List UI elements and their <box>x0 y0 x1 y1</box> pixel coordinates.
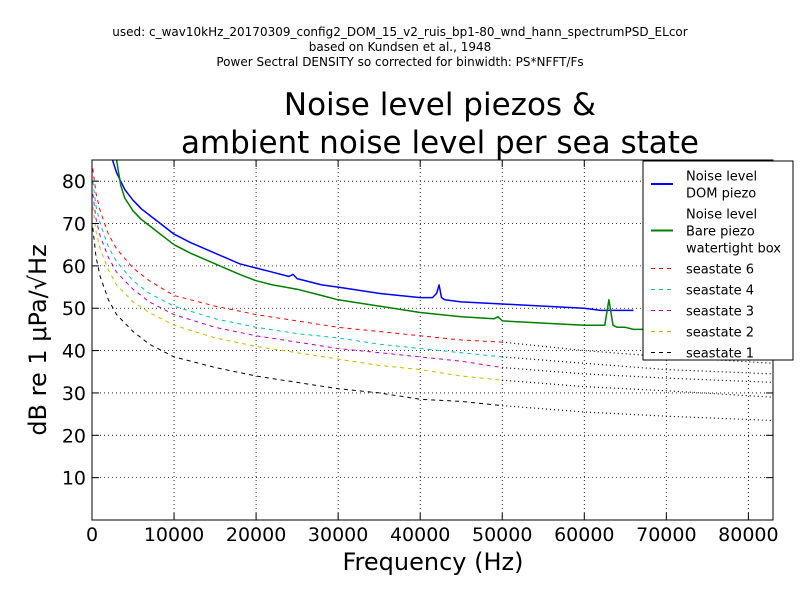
y-axis-label: dB re 1 μPa/√Hz <box>24 244 52 435</box>
y-tick-label: 60 <box>62 256 86 278</box>
legend-label-3: seastate 6 <box>686 263 754 278</box>
y-tick-label: 10 <box>62 468 86 490</box>
legend-label-2: watertight box <box>686 242 781 257</box>
series-line-4 <box>92 181 503 358</box>
header-line-1: used: c_wav10kHz_20170309_config2_DOM_15… <box>112 25 688 39</box>
x-tick-label: 50000 <box>472 524 532 546</box>
x-tick-label: 60000 <box>554 524 614 546</box>
x-tick-label: 0 <box>86 524 98 546</box>
x-tick-label: 70000 <box>636 524 696 546</box>
tick-layer: 0 10000 20000 30000 40000 50000 60000 70000 8000… <box>62 160 779 546</box>
x-axis-label: Frequency (Hz) <box>343 548 524 576</box>
y-tick-label: 70 <box>62 214 86 236</box>
x-tick-label: 20000 <box>226 524 286 546</box>
y-tick-label: 30 <box>62 383 86 405</box>
legend-label-4: seastate 4 <box>686 284 754 299</box>
chart-title-line-1: Noise level piezos & <box>283 87 597 123</box>
series-line-1 <box>111 160 634 312</box>
series-line-3 <box>92 168 503 343</box>
x-tick-label: 10000 <box>144 524 204 546</box>
series-extension-6 <box>502 379 773 398</box>
series-line-5 <box>92 193 503 368</box>
series-line-2 <box>115 160 650 331</box>
legend-label-5: seastate 3 <box>686 305 754 320</box>
y-tick-label: 20 <box>62 425 86 447</box>
legend: Noise level DOM piezo Noise level Bare piez… <box>642 160 794 362</box>
legend-label-7: seastate 1 <box>686 347 754 362</box>
chart-title-line-2: ambient noise level per sea state <box>180 125 700 161</box>
legend-label-1: Noise level <box>686 170 757 185</box>
series-extension-5 <box>502 366 773 383</box>
y-tick-label: 80 <box>62 171 86 193</box>
legend-label-1: DOM piezo <box>686 187 756 202</box>
series-line-7 <box>92 227 503 407</box>
legend-box <box>642 160 794 361</box>
header-line-2: based on Kundsen et al., 1948 <box>308 40 492 54</box>
legend-label-2: Noise level <box>686 208 757 223</box>
series-layer <box>92 160 773 422</box>
legend-label-6: seastate 2 <box>686 326 754 341</box>
legend-label-2: Bare piezo <box>686 225 755 240</box>
x-tick-label: 40000 <box>390 524 450 546</box>
y-tick-label: 40 <box>62 341 86 363</box>
header-line-3: Power Sectral DENSITY so corrected for b… <box>216 55 584 69</box>
x-tick-label: 80000 <box>718 524 778 546</box>
y-tick-label: 50 <box>62 298 86 320</box>
series-extension-7 <box>502 405 773 422</box>
x-tick-label: 30000 <box>308 524 368 546</box>
